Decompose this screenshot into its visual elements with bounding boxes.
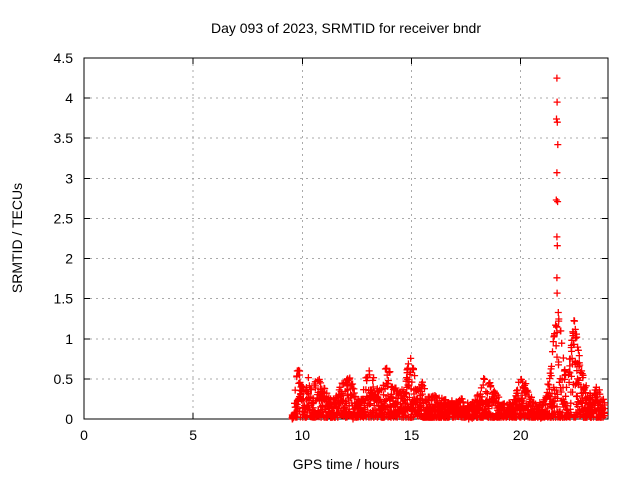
y-tick-label: 1.5	[54, 291, 74, 307]
y-tick-label: 0	[65, 411, 73, 427]
y-tick-label: 3.5	[54, 130, 74, 146]
y-tick-label: 1	[65, 331, 73, 347]
y-tick-label: 4	[65, 90, 73, 106]
y-tick-label: 2.5	[54, 210, 74, 226]
tick-marks	[83, 57, 608, 420]
y-tick-label: 2	[65, 251, 73, 267]
plot-border	[83, 57, 609, 420]
x-tick-label: 10	[295, 427, 311, 443]
x-tick-label: 0	[80, 427, 88, 443]
y-axis-label: SRMTID / TECUs	[9, 182, 25, 294]
grid-lines	[84, 58, 608, 419]
x-tick-label: 5	[189, 427, 197, 443]
y-tick-label: 0.5	[54, 371, 74, 387]
y-tick-label: 3	[65, 170, 73, 186]
y-tick-label: 4.5	[54, 50, 74, 66]
tick-labels: 0 5 10 15 20 0 0.5 1 1.5 2 2.5 3 3.5 4 4.5	[54, 50, 529, 443]
data-points	[288, 74, 609, 423]
chart-title: Day 093 of 2023, SRMTID for receiver bnd…	[210, 20, 481, 36]
x-tick-label: 20	[513, 427, 529, 443]
x-tick-label: 15	[404, 427, 420, 443]
x-axis-label: GPS time / hours	[292, 456, 400, 472]
